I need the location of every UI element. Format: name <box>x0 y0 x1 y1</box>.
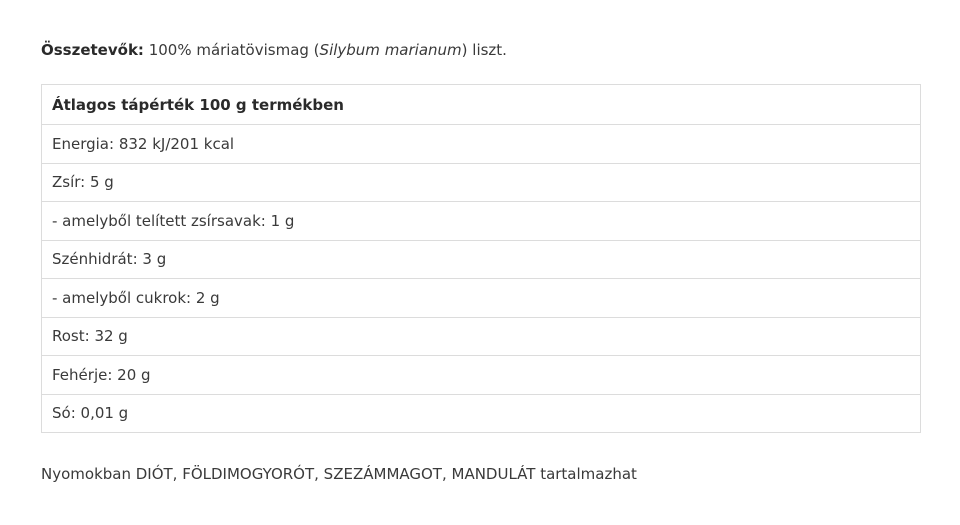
table-cell: - amelyből cukrok: 2 g <box>41 278 921 318</box>
table-cell: Energia: 832 kJ/201 kcal <box>41 124 921 164</box>
table-row: Zsír: 5 g <box>41 162 921 202</box>
table-header-row: Átlagos tápérték 100 g termékben <box>41 84 921 125</box>
table-row: Szénhidrát: 3 g <box>41 239 921 279</box>
ingredients-text: 100% máriatövismag ( <box>143 41 320 59</box>
table-cell: Szénhidrát: 3 g <box>41 239 921 279</box>
table-row: - amelyből telített zsírsavak: 1 g <box>41 201 921 241</box>
table-cell: Fehérje: 20 g <box>41 355 921 395</box>
table-row: Energia: 832 kJ/201 kcal <box>41 124 921 164</box>
allergen-note: Nyomokban DIÓT, FÖLDIMOGYORÓT, SZEZÁMMAG… <box>41 465 637 483</box>
table-cell: Só: 0,01 g <box>41 393 921 433</box>
latin-name: Silybum marianum <box>319 41 462 59</box>
table-row: Rost: 32 g <box>41 316 921 356</box>
table-cell: Rost: 32 g <box>41 316 921 356</box>
ingredients: Összetevők: 100% máriatövismag (Silybum … <box>41 40 507 60</box>
nutrition-table: Átlagos tápérték 100 g termékben Energia… <box>41 84 921 433</box>
table-cell: - amelyből telített zsírsavak: 1 g <box>41 201 921 241</box>
ingredients-label: Összetevők: <box>41 41 144 59</box>
table-row: - amelyből cukrok: 2 g <box>41 278 921 318</box>
table-row: Fehérje: 20 g <box>41 355 921 395</box>
table-cell: Zsír: 5 g <box>41 162 921 202</box>
table-header: Átlagos tápérték 100 g termékben <box>41 84 921 125</box>
table-row: Só: 0,01 g <box>41 393 921 433</box>
ingredients-text-end: ) liszt. <box>461 41 507 59</box>
